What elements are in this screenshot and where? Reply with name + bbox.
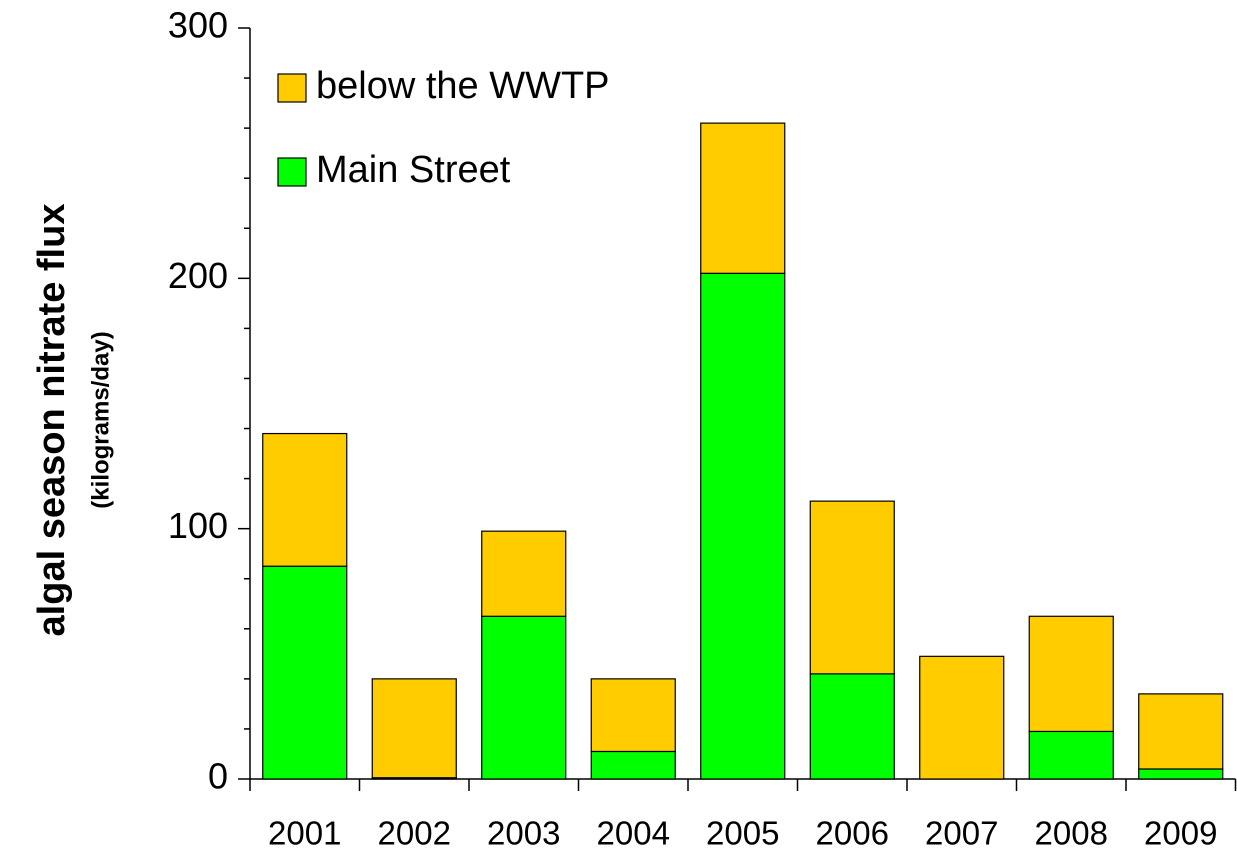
- bar-segment: [1028, 730, 1114, 780]
- bar-segment: [262, 565, 348, 780]
- x-tick-label: 2007: [925, 815, 998, 852]
- legend-label: below the WWTP: [316, 65, 610, 107]
- bar-segment: [1028, 615, 1114, 733]
- bar-segment: [481, 530, 567, 617]
- y-axis-subtitle: (kilograms/day): [87, 331, 114, 508]
- bar-segment: [262, 432, 348, 567]
- bar-segment: [700, 272, 786, 780]
- x-tick-label: 2009: [1144, 815, 1217, 852]
- x-tick-label: 2002: [378, 815, 451, 852]
- y-tick-label: 200: [168, 255, 228, 296]
- y-axis-title: algal season nitrate flux: [31, 204, 73, 637]
- y-tick-label: 0: [208, 756, 228, 797]
- x-tick-label: 2001: [268, 815, 341, 852]
- bar-segment: [919, 655, 1005, 780]
- bar-segment: [481, 615, 567, 780]
- bar-segment: [809, 673, 895, 780]
- legend-swatch: [277, 157, 307, 187]
- bar-segment: [590, 750, 676, 780]
- x-tick-label: 2003: [487, 815, 560, 852]
- x-tick-label: 2004: [597, 815, 670, 852]
- legend-label: Main Street: [316, 149, 511, 191]
- x-tick-label: 2005: [706, 815, 779, 852]
- x-tick-label: 2006: [816, 815, 889, 852]
- y-tick-label: 100: [168, 505, 228, 546]
- legend-swatch: [277, 73, 307, 103]
- y-tick-label: 300: [168, 5, 228, 46]
- bar-segment: [700, 122, 786, 274]
- x-tick-label: 2008: [1035, 815, 1108, 852]
- bar-segment: [1138, 693, 1224, 770]
- bar-segment: [1138, 768, 1224, 780]
- bar-segment: [809, 500, 895, 675]
- bar-segment: [371, 678, 457, 779]
- bar-segment: [590, 678, 676, 753]
